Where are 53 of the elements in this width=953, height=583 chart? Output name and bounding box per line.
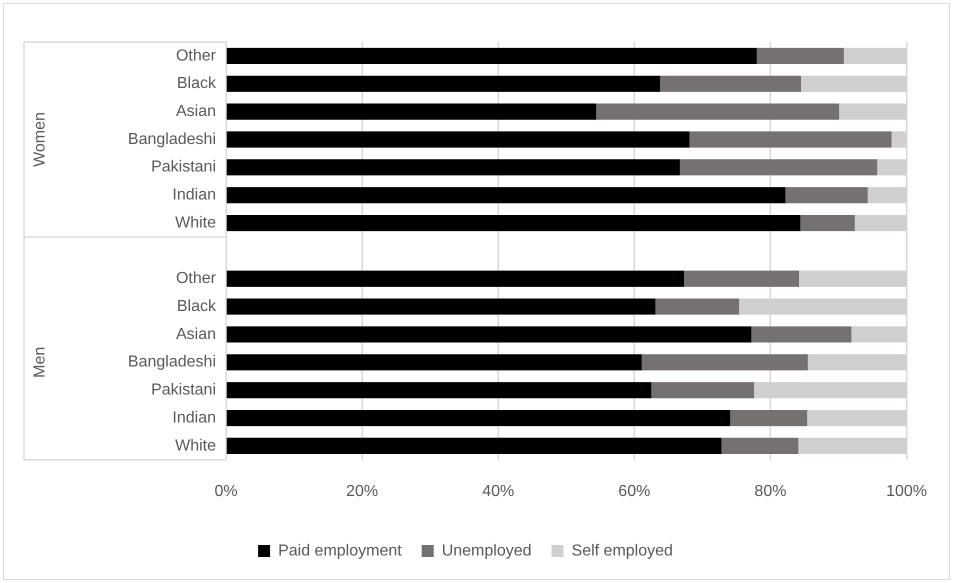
y-tick-label: Indian xyxy=(172,186,216,204)
legend-label: Paid employment xyxy=(278,542,402,560)
bar xyxy=(226,298,656,315)
x-tick-label: 60% xyxy=(618,482,650,500)
bar xyxy=(756,48,844,64)
y-tick-label: Asian xyxy=(176,326,216,343)
bar xyxy=(596,104,840,120)
bar xyxy=(226,187,786,204)
bar xyxy=(651,382,754,398)
text: Women xyxy=(31,112,48,167)
bar xyxy=(226,76,660,92)
y-tick-label: Black xyxy=(176,298,217,316)
x-tick-label: 80% xyxy=(754,482,786,500)
y-tick-label: White xyxy=(175,437,216,454)
bar xyxy=(680,159,878,176)
text: Men xyxy=(31,346,48,378)
y-tick-label: Other xyxy=(176,270,217,288)
bar xyxy=(226,438,722,454)
bar xyxy=(226,131,690,148)
legend-label: Unemployed xyxy=(442,542,532,560)
bar xyxy=(730,410,808,426)
legend-label: Self employed xyxy=(572,542,673,560)
bar xyxy=(660,76,802,92)
bar xyxy=(721,438,798,454)
y-tick-label: Indian xyxy=(172,409,216,426)
x-tick-label: 100% xyxy=(886,482,927,500)
bar xyxy=(226,382,652,398)
y-tick-label: Asian xyxy=(176,103,216,120)
bar xyxy=(226,354,642,370)
bar xyxy=(226,214,800,232)
y-tick-label: Pakistani xyxy=(151,158,216,176)
bar xyxy=(226,270,684,287)
bar xyxy=(655,298,740,315)
bar xyxy=(226,104,596,120)
x-tick-label: 40% xyxy=(482,482,514,500)
y-tick-label: White xyxy=(175,214,216,232)
bar xyxy=(684,270,800,287)
bar xyxy=(226,159,680,176)
bar xyxy=(689,131,892,148)
y-tick-label: Black xyxy=(176,75,217,92)
x-tick-label: 20% xyxy=(346,482,378,500)
bar xyxy=(226,48,757,64)
y-tick-label: Pakistani xyxy=(151,382,216,399)
bar xyxy=(226,410,730,426)
x-tick-label: 0% xyxy=(214,482,238,500)
y-tick-label: Other xyxy=(176,47,217,64)
y-tick-label: Bangladeshi xyxy=(128,130,216,148)
bar xyxy=(751,326,852,343)
bar xyxy=(642,354,808,370)
y-tick-label: Bangladeshi xyxy=(128,354,216,371)
bar xyxy=(785,187,868,204)
bar xyxy=(800,214,855,232)
bar xyxy=(226,326,752,343)
